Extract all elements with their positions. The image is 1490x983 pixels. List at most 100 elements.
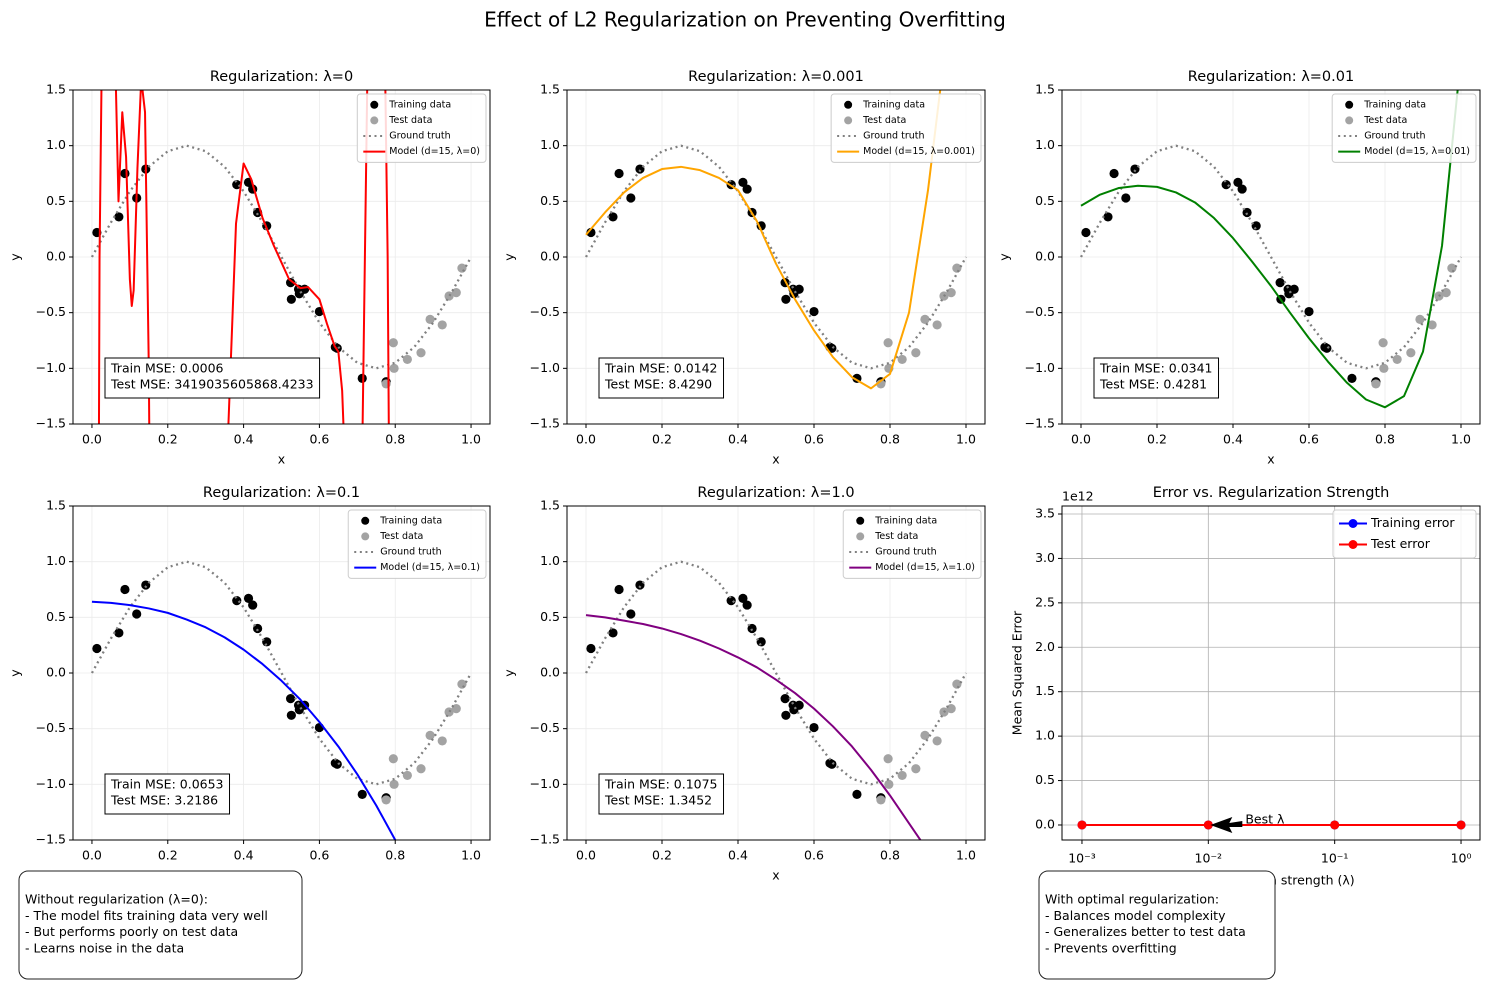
data-point xyxy=(437,736,447,746)
data-point xyxy=(1304,306,1314,317)
y-tick-label: 0.0 xyxy=(46,249,66,264)
y-tick-label: −1.0 xyxy=(1025,360,1055,375)
note-text: - Balances model complexity xyxy=(1045,908,1226,923)
data-point xyxy=(738,593,748,604)
data-point xyxy=(388,754,398,764)
x-tick-label: 0.8 xyxy=(1375,432,1395,447)
legend-swatch xyxy=(844,116,853,125)
note-box: Without regularization (λ=0):- The model… xyxy=(18,870,303,980)
x-tick-label: 0.8 xyxy=(385,848,405,863)
data-point xyxy=(952,679,962,689)
y-tick-label: −0.5 xyxy=(1025,304,1055,319)
data-point xyxy=(794,700,804,710)
data-point xyxy=(114,212,124,222)
y-tick-label: 1.5 xyxy=(46,82,66,97)
axes-frame xyxy=(72,89,491,425)
data-point xyxy=(402,354,412,365)
data-point xyxy=(402,770,412,781)
y-tick-label: −1.5 xyxy=(530,416,560,431)
x-tick-label: 0.2 xyxy=(652,848,672,863)
data-point xyxy=(883,754,893,764)
legend-label: Ground truth xyxy=(1364,131,1425,142)
subplot-title: Regularization: λ=0 xyxy=(210,69,353,85)
plot-area xyxy=(90,90,473,424)
data-point xyxy=(626,193,636,203)
y-tick-label: 1.5 xyxy=(540,82,560,97)
x-tick-label: 0.4 xyxy=(1223,432,1243,447)
x-axis-label: x xyxy=(772,452,779,467)
y-tick-label: 0.5 xyxy=(1035,193,1055,208)
data-point xyxy=(586,643,596,654)
data-point xyxy=(248,600,258,610)
y-tick-label: 1.5 xyxy=(1035,683,1055,698)
plot-area xyxy=(90,560,473,840)
y-tick-label: 0.5 xyxy=(46,193,66,208)
y-tick-label: 1.5 xyxy=(1035,82,1055,97)
data-point xyxy=(425,314,435,324)
data-point xyxy=(827,343,837,353)
x-tick-label: 10⁻² xyxy=(1195,851,1223,866)
x-tick-label: 0.4 xyxy=(234,848,254,863)
data-point xyxy=(738,177,748,188)
plot-area xyxy=(584,560,968,840)
data-point xyxy=(1221,180,1231,190)
stats-text: Test MSE: 0.4281 xyxy=(1099,377,1207,392)
data-point xyxy=(932,320,942,330)
legend-label: Test data xyxy=(388,115,432,126)
x-tick-label: 0.2 xyxy=(1147,432,1167,447)
data-point xyxy=(1330,820,1340,830)
series-line xyxy=(91,600,397,840)
legend: Training data Test data Ground truth Model … xyxy=(842,509,982,579)
y-tick-label: 2.5 xyxy=(1035,594,1055,609)
x-axis-label: x xyxy=(1267,452,1274,467)
legend-swatch xyxy=(361,532,370,541)
y-tick-label: 0.0 xyxy=(1035,249,1055,264)
x-axis-label: x xyxy=(278,452,285,467)
note-text: - Prevents overfitting xyxy=(1045,940,1177,955)
y-tick-label: 1.0 xyxy=(540,553,560,568)
data-point xyxy=(357,789,367,799)
data-point xyxy=(897,354,907,365)
x-tick-label: 1.0 xyxy=(956,848,976,863)
figure-title: Effect of L2 Regularization on Preventin… xyxy=(484,8,1006,32)
data-point xyxy=(897,770,907,781)
legend-swatch xyxy=(1348,540,1358,549)
y-tick-label: −1.0 xyxy=(530,360,560,375)
subplot: 0.0 0.2 0.4 0.6 0.8 1.0 −1.5 −1.0 −0.5 0.0 0.5 1.0 1… xyxy=(997,69,1481,467)
data-point xyxy=(781,294,791,304)
subplot: 0.0 0.2 0.4 0.6 0.8 1.0 −1.5 −1.0 −0.5 0.0 0.5 1.0 1… xyxy=(502,485,986,883)
y-axis-label: y xyxy=(502,669,517,677)
data-point xyxy=(1347,373,1357,383)
data-point xyxy=(946,288,956,298)
y-tick-label: −0.5 xyxy=(530,720,560,735)
y-tick-label: −1.0 xyxy=(36,776,66,791)
data-point xyxy=(1103,212,1113,222)
data-point xyxy=(1406,348,1416,358)
data-point xyxy=(444,291,454,301)
data-point xyxy=(1371,379,1381,389)
stats-text: Train MSE: 0.1075 xyxy=(604,777,718,792)
data-point xyxy=(608,628,618,638)
y-tick-label: −0.5 xyxy=(530,304,560,319)
plot-area xyxy=(584,90,968,390)
legend-label: Training data xyxy=(862,99,925,110)
x-tick-label: 0.6 xyxy=(309,432,329,447)
legend-label: Model (d=15, λ=1.0) xyxy=(875,562,975,573)
legend-swatch xyxy=(1348,519,1358,528)
legend-label: Training data xyxy=(388,99,451,110)
data-point xyxy=(946,704,956,714)
y-tick-label: 1.5 xyxy=(46,498,66,513)
y-tick-label: 0.0 xyxy=(1035,816,1055,831)
data-point xyxy=(920,314,930,324)
stats-text: Train MSE: 0.0006 xyxy=(110,361,224,376)
data-point xyxy=(1378,338,1388,348)
data-point xyxy=(1289,284,1299,294)
data-point xyxy=(243,593,254,604)
legend-swatch xyxy=(856,532,865,541)
x-tick-label: 0.6 xyxy=(309,848,329,863)
y-tick-label: −1.0 xyxy=(530,776,560,791)
legend-label: Test error xyxy=(1370,536,1431,551)
x-tick-label: 1.0 xyxy=(461,432,481,447)
legend-swatch xyxy=(844,100,853,109)
legend-swatch xyxy=(856,516,865,525)
